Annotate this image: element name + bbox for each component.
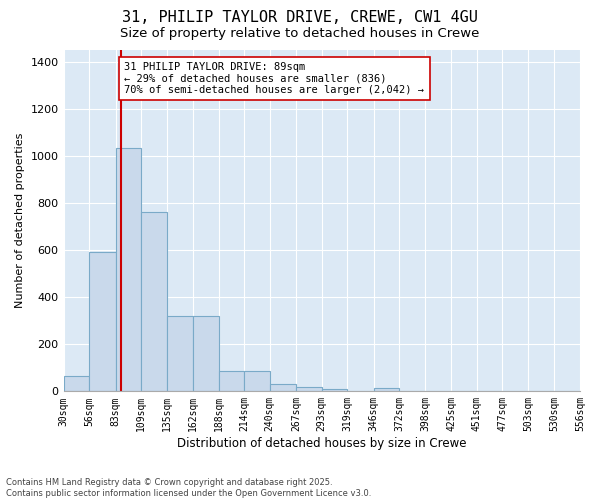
Bar <box>374 388 400 392</box>
Bar <box>116 148 141 392</box>
Text: 31, PHILIP TAYLOR DRIVE, CREWE, CW1 4GU: 31, PHILIP TAYLOR DRIVE, CREWE, CW1 4GU <box>122 10 478 25</box>
Bar <box>141 212 167 392</box>
Bar <box>64 376 89 392</box>
Bar <box>167 316 193 392</box>
Bar <box>270 384 296 392</box>
Text: Size of property relative to detached houses in Crewe: Size of property relative to detached ho… <box>121 28 479 40</box>
Bar <box>244 372 270 392</box>
Bar <box>322 389 347 392</box>
Bar <box>218 372 244 392</box>
Bar <box>89 252 116 392</box>
Text: 31 PHILIP TAYLOR DRIVE: 89sqm
← 29% of detached houses are smaller (836)
70% of : 31 PHILIP TAYLOR DRIVE: 89sqm ← 29% of d… <box>124 62 424 95</box>
Y-axis label: Number of detached properties: Number of detached properties <box>15 133 25 308</box>
Text: Contains HM Land Registry data © Crown copyright and database right 2025.
Contai: Contains HM Land Registry data © Crown c… <box>6 478 371 498</box>
Bar <box>296 386 322 392</box>
Bar <box>193 316 218 392</box>
X-axis label: Distribution of detached houses by size in Crewe: Distribution of detached houses by size … <box>177 437 467 450</box>
